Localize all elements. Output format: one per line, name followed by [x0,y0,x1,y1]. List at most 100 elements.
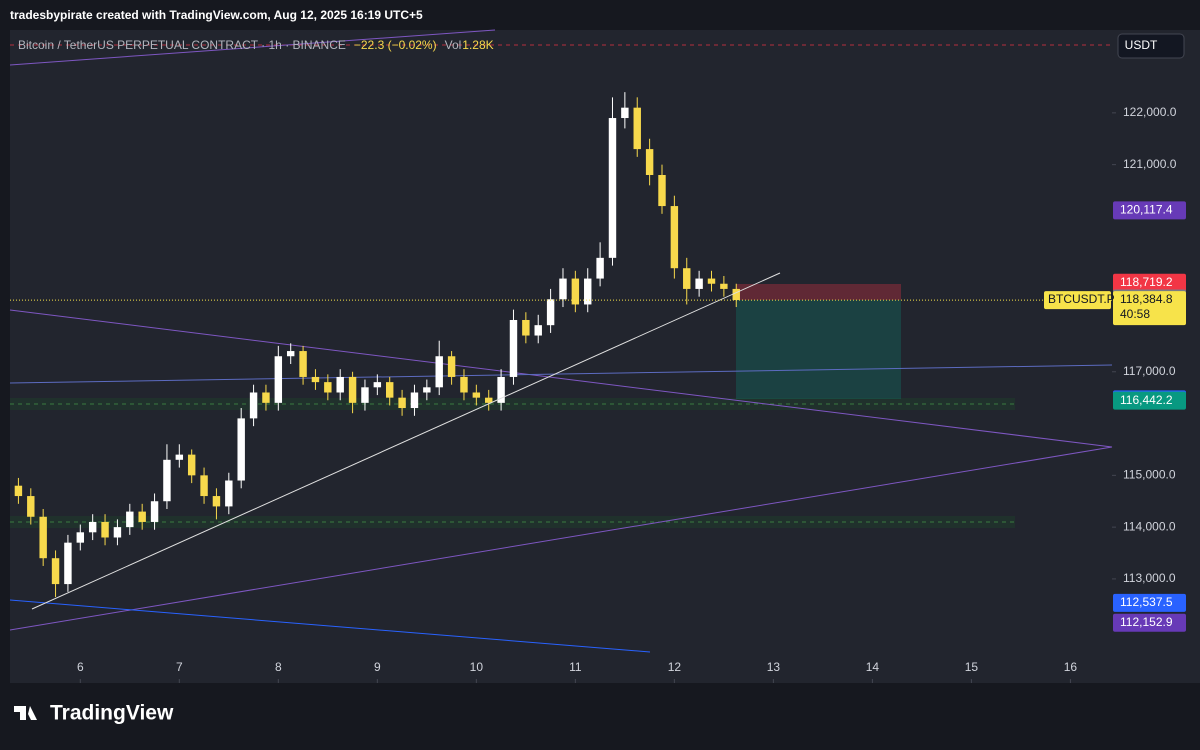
candle-body [150,501,159,522]
candle-body [76,532,85,543]
x-tick-label: 14 [866,660,880,674]
candle-body [361,387,369,403]
candle-body [633,107,641,150]
legend-vol-label: Vol [445,38,462,52]
candle-body [212,496,221,507]
candle-body [274,356,283,403]
currency-label[interactable]: USDT [1125,38,1158,52]
y-tick-label: 114,000.0 [1123,519,1176,533]
symbol-label: BTCUSDT.P [1048,292,1115,306]
candle-body [286,351,295,357]
header: tradesbypirate created with TradingView.… [10,8,423,22]
countdown: 40:58 [1120,307,1150,321]
price-label: 112,152.9 [1120,615,1173,629]
zone [10,398,1015,410]
candle-body [64,542,72,585]
x-tick-label: 13 [767,660,781,674]
trend-line [9,309,1113,448]
legend-change: −22.3 (−0.02%) [354,38,437,52]
trend-line [9,446,1113,631]
x-tick-label: 9 [374,660,381,674]
trend-line [9,29,496,66]
candle-body [695,278,703,289]
price-label: 116,442.2 [1120,393,1173,407]
candle-body [187,454,196,476]
candle-body [27,496,35,517]
candle-body [596,257,604,279]
logo-icon [14,706,37,720]
target-box [736,300,901,399]
legend-symbol: Bitcoin / TetherUS PERPETUAL CONTRACT · … [18,38,346,52]
price-label: 120,117.4 [1120,203,1173,217]
candle-body [126,511,134,528]
x-tick-label: 7 [176,660,183,674]
candle-body [113,527,122,538]
candle-body [225,480,233,507]
candle-body [385,382,394,398]
candle-body [485,397,493,403]
candle-body [163,459,171,502]
y-tick-label: 115,000.0 [1123,468,1176,482]
candles [14,92,740,598]
candle-body [299,351,307,377]
currency-button[interactable] [1117,33,1185,59]
trend-line [31,272,781,610]
candle-body [683,268,691,289]
x-tick-label: 12 [668,660,682,674]
trend-line [9,364,1113,384]
y-tick-label: 117,000.0 [1123,364,1176,378]
candle-body [522,319,530,336]
candle-body [472,392,481,398]
price-label-box [1113,201,1186,220]
candle-body [423,387,431,393]
candle-body [373,382,382,388]
candle-body [497,376,505,403]
candle-body [720,283,728,289]
candle-body [51,558,60,585]
candle-body [324,382,332,393]
candle-body [621,107,629,119]
price-scale [1112,30,1200,683]
plot-area [10,30,1112,683]
trend-line [9,599,651,653]
stop-box [736,284,901,300]
x-tick-label: 15 [965,660,979,674]
x-tick-label: 8 [275,660,282,674]
candle-body [101,521,109,538]
candle-body [336,376,344,393]
candle-body [707,278,716,284]
price-label-box [1113,273,1186,292]
candle-body [546,299,555,326]
logo: TradingView [50,702,174,725]
candle-body [88,521,97,533]
candle-body [509,319,518,377]
candle-body [200,475,208,497]
candle-body [571,278,580,305]
x-tick-label: 6 [77,660,84,674]
candle-body [348,376,357,403]
y-tick-label: 122,000.0 [1123,105,1177,119]
candle-body [534,325,542,336]
legend-vol-value: 1.28K [462,38,493,52]
candle-body [608,118,617,258]
x-tick-label: 10 [470,660,484,674]
candle-body [262,392,270,403]
candle-body [398,397,406,409]
price-label-box [1113,613,1186,632]
candle-body [559,278,567,300]
candle-body [410,392,419,409]
candle-body [237,418,245,481]
candle-body [670,206,679,269]
y-tick-label: 121,000.0 [1123,157,1177,171]
price-label: 118,719.2 [1120,275,1173,289]
symbol-box [1044,291,1111,310]
candle-body [138,511,146,522]
candle-body [447,356,456,377]
candle-body [658,174,666,207]
price-label: 112,537.5 [1120,595,1173,609]
last-price-box [1113,291,1186,326]
zone [10,516,1015,528]
candle-body [249,392,258,419]
last-price-label: 118,384.8 [1120,292,1173,306]
